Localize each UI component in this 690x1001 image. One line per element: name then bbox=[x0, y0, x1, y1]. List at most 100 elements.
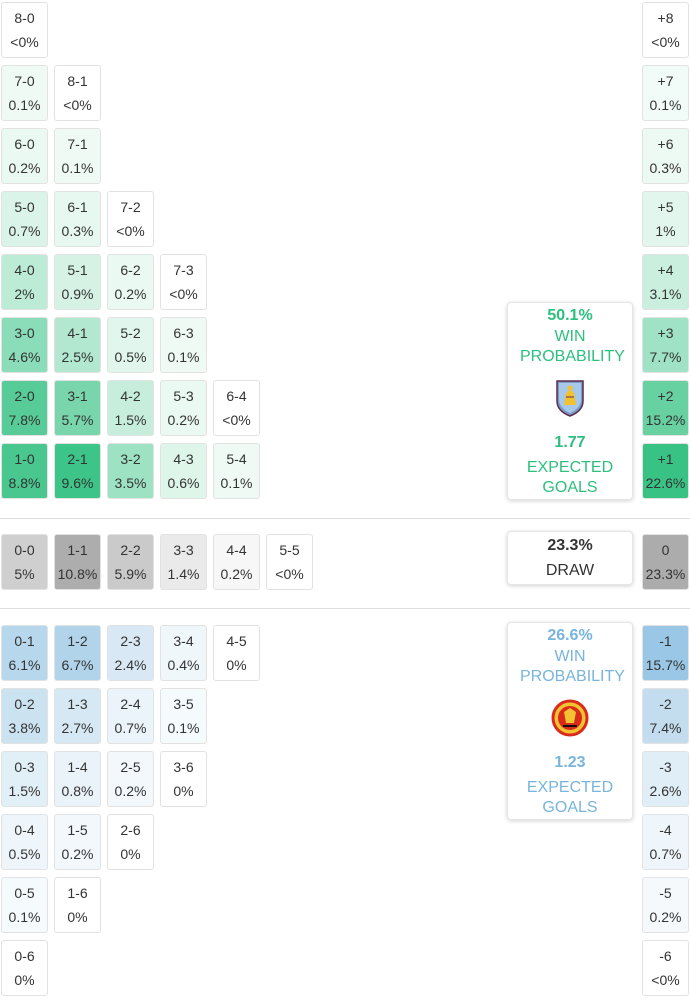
score-label: +1 bbox=[657, 451, 674, 467]
probability-label: 0.1% bbox=[167, 349, 200, 365]
score-label: 6-1 bbox=[67, 199, 88, 215]
score-label: -1 bbox=[659, 633, 672, 649]
home-win-cell-2-0: 2-0 7.8% bbox=[1, 380, 48, 436]
score-label: 1-0 bbox=[14, 451, 35, 467]
probability-label: 0% bbox=[173, 783, 194, 799]
home-win-cell-6-4: 6-4 <0% bbox=[213, 380, 260, 436]
home-win-cell-5-2: 5-2 0.5% bbox=[107, 317, 154, 373]
score-label: 3-0 bbox=[14, 325, 35, 341]
probability-label: <0% bbox=[651, 972, 680, 988]
score-label: 6-4 bbox=[226, 388, 247, 404]
score-label: +8 bbox=[657, 10, 674, 26]
probability-label: 1.5% bbox=[8, 783, 41, 799]
away-margin-cell--6: -6 <0% bbox=[642, 940, 689, 996]
away-win-cell-2-3: 2-3 2.4% bbox=[107, 625, 154, 681]
score-label: +6 bbox=[657, 136, 674, 152]
probability-label: 0.2% bbox=[167, 412, 200, 428]
score-label: 2-0 bbox=[14, 388, 35, 404]
score-label: 1-3 bbox=[67, 696, 88, 712]
home-margin-cell-+6: +6 0.3% bbox=[642, 128, 689, 184]
probability-label: 3.5% bbox=[114, 475, 147, 491]
score-label: 2-2 bbox=[120, 542, 141, 558]
away-win-cell-4-5: 4-5 0% bbox=[213, 625, 260, 681]
draw-away-separator bbox=[0, 608, 690, 609]
draw-summary-card: 23.3% DRAW bbox=[507, 531, 633, 585]
score-label: 4-5 bbox=[226, 633, 247, 649]
home-win-cell-4-0: 4-0 2% bbox=[1, 254, 48, 310]
probability-label: <0% bbox=[63, 97, 92, 113]
score-label: 0-3 bbox=[14, 759, 35, 775]
probability-label: 23.3% bbox=[645, 566, 686, 582]
away-win-cell-1-2: 1-2 6.7% bbox=[54, 625, 101, 681]
probability-label: 22.6% bbox=[645, 475, 686, 491]
probability-label: 0.2% bbox=[8, 160, 41, 176]
score-label: 5-4 bbox=[226, 451, 247, 467]
away-win-cell-0-5: 0-5 0.1% bbox=[1, 877, 48, 933]
home-margin-cell-+4: +4 3.1% bbox=[642, 254, 689, 310]
probability-label: 7.8% bbox=[8, 412, 41, 428]
score-label: 3-1 bbox=[67, 388, 88, 404]
score-label: 4-3 bbox=[173, 451, 194, 467]
score-label: +4 bbox=[657, 262, 674, 278]
probability-label: 0.5% bbox=[8, 846, 41, 862]
probability-label: 9.6% bbox=[61, 475, 94, 491]
probability-label: 0.2% bbox=[61, 846, 94, 862]
score-label: 1-5 bbox=[67, 822, 88, 838]
home-win-cell-3-0: 3-0 4.6% bbox=[1, 317, 48, 373]
score-label: 0-6 bbox=[14, 948, 35, 964]
home-margin-cell-+7: +7 0.1% bbox=[642, 65, 689, 121]
probability-label: 0.2% bbox=[114, 783, 147, 799]
away-win-cell-1-5: 1-5 0.2% bbox=[54, 814, 101, 870]
probability-label: 5% bbox=[14, 566, 35, 582]
probability-label: 0.1% bbox=[61, 160, 94, 176]
score-label: 6-0 bbox=[14, 136, 35, 152]
home-win-cell-6-1: 6-1 0.3% bbox=[54, 191, 101, 247]
away-margin-cell--5: -5 0.2% bbox=[642, 877, 689, 933]
probability-label: 2.7% bbox=[61, 720, 94, 736]
away-win-cell-1-4: 1-4 0.8% bbox=[54, 751, 101, 807]
draw-cell-4-4: 4-4 0.2% bbox=[213, 534, 260, 590]
away-win-cell-3-4: 3-4 0.4% bbox=[160, 625, 207, 681]
probability-label: <0% bbox=[651, 34, 680, 50]
away-win-cell-1-6: 1-6 0% bbox=[54, 877, 101, 933]
probability-label: 1.4% bbox=[167, 566, 200, 582]
home-win-cell-6-2: 6-2 0.2% bbox=[107, 254, 154, 310]
score-label: -3 bbox=[659, 759, 672, 775]
away-margin-cell--4: -4 0.7% bbox=[642, 814, 689, 870]
probability-label: 0.8% bbox=[61, 783, 94, 799]
probability-label: 0.7% bbox=[8, 223, 41, 239]
probability-label: 7.4% bbox=[649, 720, 682, 736]
home-win-percentage: 50.1% bbox=[547, 306, 593, 324]
probability-label: 0.7% bbox=[114, 720, 147, 736]
probability-label: 0.4% bbox=[167, 657, 200, 673]
score-label: 1-1 bbox=[67, 542, 88, 558]
probability-label: 2.5% bbox=[61, 349, 94, 365]
home-win-cell-3-1: 3-1 5.7% bbox=[54, 380, 101, 436]
draw-cell-5-5: 5-5 <0% bbox=[266, 534, 313, 590]
home-margin-cell-+8: +8 <0% bbox=[642, 2, 689, 58]
home-win-cell-7-2: 7-2 <0% bbox=[107, 191, 154, 247]
draw-margin-cell: 0 23.3% bbox=[642, 534, 689, 590]
probability-label: <0% bbox=[275, 566, 304, 582]
score-label: 2-4 bbox=[120, 696, 141, 712]
away-win-cell-0-3: 0-3 1.5% bbox=[1, 751, 48, 807]
home-draw-separator bbox=[0, 518, 690, 519]
probability-label: 15.2% bbox=[645, 412, 686, 428]
home-win-cell-8-1: 8-1 <0% bbox=[54, 65, 101, 121]
score-label: 2-3 bbox=[120, 633, 141, 649]
away-margin-cell--3: -3 2.6% bbox=[642, 751, 689, 807]
score-label: 2-1 bbox=[67, 451, 88, 467]
probability-label: 0.3% bbox=[61, 223, 94, 239]
score-label: 7-0 bbox=[14, 73, 35, 89]
draw-percentage: 23.3% bbox=[547, 537, 593, 554]
probability-label: 0% bbox=[14, 972, 35, 988]
probability-label: 0.9% bbox=[61, 286, 94, 302]
score-label: 1-4 bbox=[67, 759, 88, 775]
draw-cell-2-2: 2-2 5.9% bbox=[107, 534, 154, 590]
probability-label: 0% bbox=[120, 846, 141, 862]
home-win-cell-7-0: 7-0 0.1% bbox=[1, 65, 48, 121]
probability-label: 6.7% bbox=[61, 657, 94, 673]
probability-label: 15.7% bbox=[645, 657, 686, 673]
away-win-cell-3-6: 3-6 0% bbox=[160, 751, 207, 807]
away-summary-card: 26.6% WIN PROBABILITY 1.23 EXPECTED GOAL… bbox=[507, 622, 633, 820]
